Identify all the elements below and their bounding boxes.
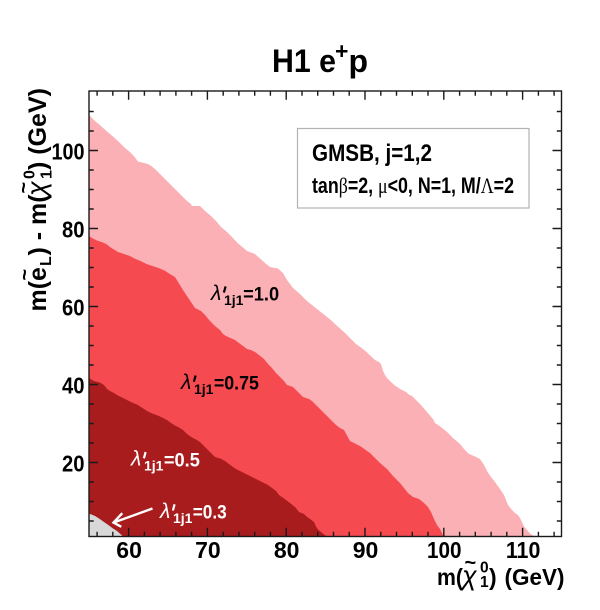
svg-text:1: 1 bbox=[39, 170, 56, 179]
svg-text:λ: λ bbox=[159, 500, 170, 523]
svg-text:+: + bbox=[335, 38, 348, 64]
svg-text:100: 100 bbox=[52, 139, 85, 165]
svg-text:χ: χ bbox=[22, 180, 52, 198]
svg-text:90: 90 bbox=[353, 537, 379, 563]
svg-text:λ: λ bbox=[180, 371, 191, 394]
svg-text:) (GeV): ) (GeV) bbox=[24, 88, 52, 170]
svg-text:=0.3: =0.3 bbox=[193, 502, 227, 524]
svg-text:=0.5: =0.5 bbox=[164, 449, 200, 471]
svg-text:m(: m( bbox=[437, 564, 463, 590]
svg-text:0: 0 bbox=[22, 170, 39, 179]
svg-text:0: 0 bbox=[480, 560, 489, 577]
svg-text:tanβ=2, μ<0, N=1, M/Λ=2: tanβ=2, μ<0, N=1, M/Λ=2 bbox=[312, 173, 514, 198]
svg-text:) - m(: ) - m( bbox=[24, 194, 52, 256]
svg-text:60: 60 bbox=[116, 537, 142, 563]
svg-text:1j1: 1j1 bbox=[194, 381, 214, 397]
svg-text:110: 110 bbox=[506, 537, 541, 563]
svg-text:=1.0: =1.0 bbox=[243, 284, 279, 306]
svg-text:H1 e: H1 e bbox=[272, 43, 336, 79]
svg-text:100: 100 bbox=[427, 537, 462, 563]
svg-text:1j1: 1j1 bbox=[173, 510, 193, 526]
svg-text:70: 70 bbox=[195, 537, 221, 563]
svg-text:80: 80 bbox=[62, 217, 85, 243]
svg-text:λ: λ bbox=[210, 282, 221, 305]
svg-text:80: 80 bbox=[274, 537, 300, 563]
svg-text:GMSB, j=1,2: GMSB, j=1,2 bbox=[312, 140, 432, 167]
svg-text:λ: λ bbox=[130, 448, 141, 471]
svg-text:): ) bbox=[489, 564, 497, 590]
svg-text:L: L bbox=[38, 256, 55, 266]
svg-text:60: 60 bbox=[62, 295, 85, 321]
svg-text:=0.75: =0.75 bbox=[214, 373, 259, 395]
svg-text:~: ~ bbox=[13, 182, 35, 194]
svg-text:40: 40 bbox=[62, 373, 85, 399]
svg-text:m(e: m(e bbox=[24, 267, 52, 312]
svg-text:20: 20 bbox=[62, 451, 85, 477]
svg-text:1j1: 1j1 bbox=[224, 292, 244, 308]
svg-text:~: ~ bbox=[14, 269, 36, 281]
svg-text:1j1: 1j1 bbox=[144, 458, 164, 474]
svg-text:χ: χ bbox=[460, 561, 478, 591]
svg-text:~: ~ bbox=[465, 552, 477, 574]
svg-text:p: p bbox=[349, 43, 369, 79]
svg-text:1: 1 bbox=[480, 574, 489, 591]
svg-text:(GeV): (GeV) bbox=[505, 564, 565, 590]
